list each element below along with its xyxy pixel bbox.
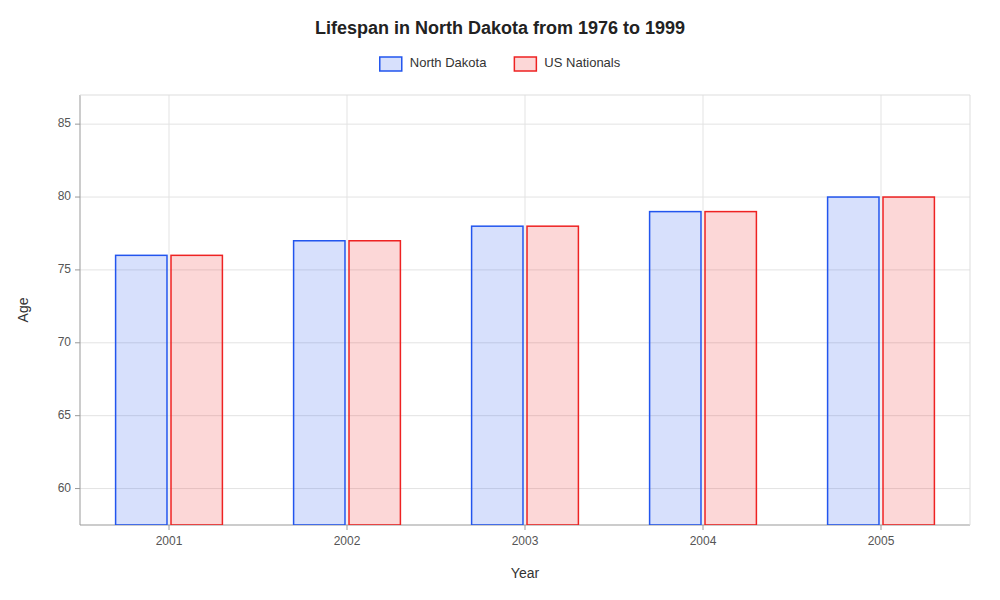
legend-item: North Dakota [380, 55, 487, 71]
y-tick-label: 60 [58, 481, 72, 495]
y-axis-line [80, 95, 81, 525]
legend-swatch [514, 57, 536, 71]
bar [828, 197, 879, 525]
legend: North Dakota US Nationals [380, 55, 621, 71]
x-tick-label: 2005 [868, 534, 895, 548]
bar [171, 255, 222, 525]
x-tick-label: 2004 [690, 534, 717, 548]
chart-svg: 60 65 70 75 80 85 2001 2002 2003 2004 2005 Lifespan… [0, 0, 1000, 600]
legend-item: US Nationals [514, 55, 620, 71]
bar [650, 212, 701, 525]
x-tick-label: 2001 [156, 534, 183, 548]
chart-container: 60 65 70 75 80 85 2001 2002 2003 2004 2005 Lifespan… [0, 0, 1000, 600]
x-axis-label: Year [511, 565, 540, 581]
y-tick-label: 75 [58, 262, 72, 276]
background [0, 0, 1000, 600]
x-tick [525, 525, 526, 530]
axes: 60 65 70 75 80 85 2001 2002 2003 2004 2005 [58, 95, 970, 548]
y-tick [75, 269, 80, 270]
x-tick-label: 2002 [334, 534, 361, 548]
y-tick [75, 124, 80, 125]
legend-label: US Nationals [544, 55, 620, 70]
y-tick-label: 70 [58, 335, 72, 349]
x-tick [703, 525, 704, 530]
legend-swatch [380, 57, 402, 71]
y-tick [75, 342, 80, 343]
x-tick [881, 525, 882, 530]
title: Lifespan in North Dakota from 1976 to 19… [315, 18, 685, 38]
bar [116, 255, 167, 525]
x-tick [347, 525, 348, 530]
bar [705, 212, 756, 525]
x-tick-label: 2003 [512, 534, 539, 548]
bars [116, 197, 935, 525]
bar [294, 241, 345, 525]
y-axis-label: Age [15, 297, 31, 322]
bar [883, 197, 934, 525]
y-tick [75, 415, 80, 416]
x-grid-line [881, 95, 882, 525]
y-tick-label: 65 [58, 408, 72, 422]
plot-right-edge [970, 95, 971, 525]
bar [472, 226, 523, 525]
bar [527, 226, 578, 525]
x-grid-line [525, 95, 526, 525]
y-tick [75, 488, 80, 489]
x-grid-line [169, 95, 170, 525]
plot-top-edge [80, 95, 970, 96]
grid [80, 95, 970, 525]
x-tick [169, 525, 170, 530]
y-tick [75, 197, 80, 198]
x-grid-line [703, 95, 704, 525]
y-tick-label: 80 [58, 189, 72, 203]
legend-label: North Dakota [410, 55, 487, 70]
x-grid-line [347, 95, 348, 525]
y-tick-label: 85 [58, 116, 72, 130]
bar [349, 241, 400, 525]
